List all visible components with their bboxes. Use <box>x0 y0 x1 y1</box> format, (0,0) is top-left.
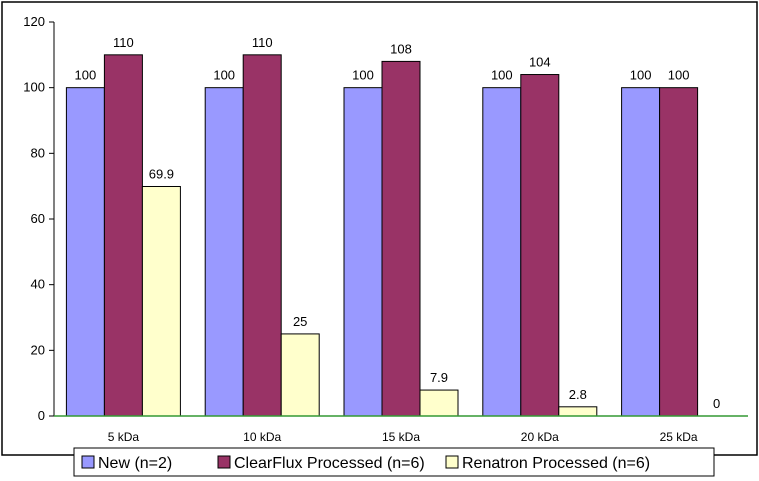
data-label: 104 <box>529 55 551 70</box>
legend-swatch-1 <box>81 455 95 469</box>
y-axis: 0 20 40 60 80 100 120 <box>23 14 55 423</box>
bar-3-1 <box>141 185 181 417</box>
x-tick-label: 20 kDa <box>521 430 559 444</box>
data-label: 100 <box>75 68 97 83</box>
bar-3-4 <box>558 406 598 417</box>
y-tick-label: 120 <box>23 14 45 29</box>
legend: New (n=2) ClearFlux Processed (n=6) Renatr… <box>73 447 715 477</box>
y-tick-label: 100 <box>23 80 45 95</box>
y-tick-label: 60 <box>31 211 45 226</box>
bar-1-5 <box>621 87 661 417</box>
legend-box <box>73 447 715 477</box>
data-label: 100 <box>630 68 652 83</box>
legend-entry-3: Renatron Processed (n=6) <box>462 455 650 472</box>
legend-entry-1: New (n=2) <box>98 455 172 472</box>
x-axis: 5 kDa 10 kDa 15 kDa 20 kDa 25 kDa <box>54 415 748 444</box>
legend-swatch-3 <box>445 455 459 469</box>
x-tick-label: 25 kDa <box>660 430 698 444</box>
data-label: 100 <box>491 68 513 83</box>
y-tick-label: 20 <box>31 342 45 357</box>
bar-1-1 <box>65 87 105 417</box>
data-label: 25 <box>293 314 307 329</box>
data-label: 100 <box>668 68 690 83</box>
bar-1-3 <box>343 87 383 417</box>
data-label: 0 <box>713 396 720 411</box>
y-tick-label: 0 <box>38 408 45 423</box>
bar-2-5 <box>659 87 699 417</box>
bar-1-4 <box>482 87 522 417</box>
x-tick-label: 10 kDa <box>243 430 281 444</box>
bar-1-2 <box>204 87 244 417</box>
data-label: 110 <box>113 35 134 50</box>
bars <box>65 54 699 417</box>
bar-2-4 <box>520 74 560 417</box>
y-tick-label: 80 <box>31 145 45 160</box>
data-label: 2.8 <box>569 387 587 402</box>
legend-entry-2: ClearFlux Processed (n=6) <box>234 455 425 472</box>
data-label: 108 <box>390 41 412 56</box>
data-label: 110 <box>252 35 273 50</box>
data-label: 69.9 <box>149 166 174 181</box>
bar-3-2 <box>280 333 320 417</box>
y-tick-label: 40 <box>31 277 45 292</box>
x-tick-label: 15 kDa <box>382 430 420 444</box>
data-label: 7.9 <box>430 370 448 385</box>
data-label: 100 <box>213 68 235 83</box>
data-labels: 100 110 69.9 100 110 25 100 108 7.9 100 104 2.8 100 1… <box>75 35 721 411</box>
x-tick-label: 5 kDa <box>108 430 140 444</box>
bar-2-2 <box>242 54 282 417</box>
bar-3-3 <box>419 389 459 417</box>
data-label: 100 <box>352 68 374 83</box>
bar-2-3 <box>381 60 421 417</box>
bar-2-1 <box>103 54 143 417</box>
legend-swatch-2 <box>217 455 231 469</box>
